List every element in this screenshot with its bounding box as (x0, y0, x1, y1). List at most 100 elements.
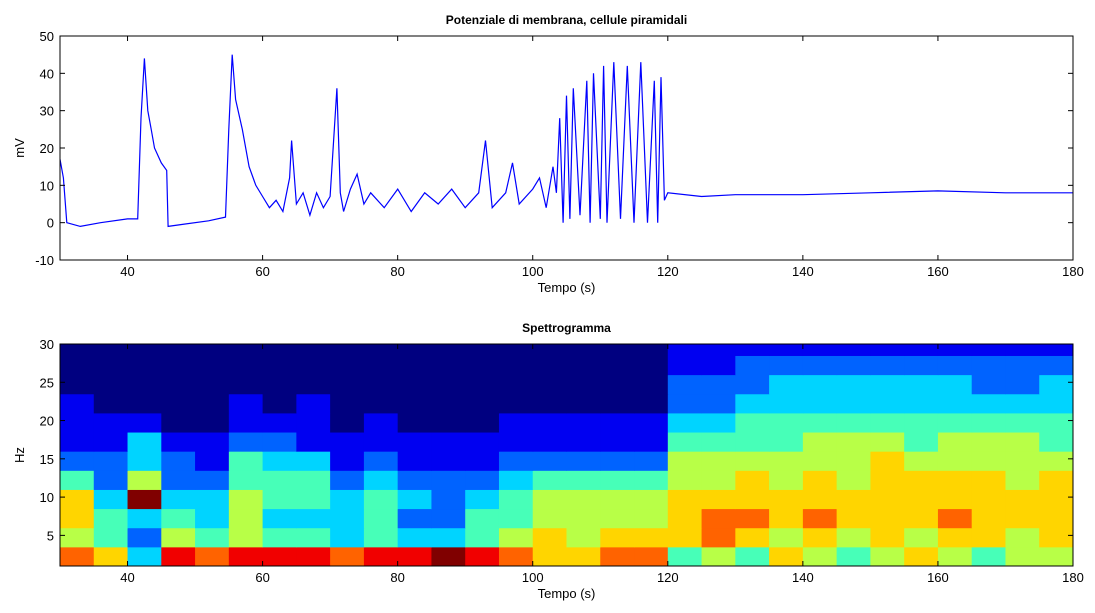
heatmap-cell (60, 432, 95, 452)
heatmap-cell (600, 412, 635, 433)
heatmap-cell (228, 527, 264, 548)
heatmap-cell (634, 451, 669, 471)
heatmap-cell (971, 355, 1006, 376)
heatmap-cell (60, 451, 95, 471)
heatmap-cell (836, 344, 871, 356)
heatmap-cell (161, 527, 196, 548)
x-tick-label: 180 (1062, 264, 1084, 279)
heatmap-cell (195, 344, 230, 356)
heatmap-cell (431, 355, 466, 376)
heatmap-cell (195, 432, 230, 452)
x-tick-label: 180 (1062, 570, 1084, 585)
heatmap-cell (836, 355, 871, 376)
heatmap-cell (701, 508, 736, 529)
heatmap-cell (1005, 393, 1040, 414)
heatmap-cell (1005, 451, 1040, 471)
heatmap-cell (498, 489, 534, 510)
heatmap-cell (870, 374, 905, 395)
heatmap-cell (296, 374, 331, 395)
y-tick-label: 15 (40, 452, 54, 467)
heatmap-cell (971, 470, 1006, 490)
heatmap-cell (600, 355, 635, 376)
heatmap-cell (330, 393, 365, 414)
heatmap-cell (195, 451, 230, 471)
heatmap-cell (363, 432, 399, 452)
y-tick-label: -10 (35, 253, 54, 268)
heatmap-cell (769, 546, 804, 566)
heatmap-cell (904, 355, 939, 376)
heatmap-cell (431, 527, 466, 548)
heatmap-cell (971, 451, 1006, 471)
heatmap-cell (566, 527, 601, 548)
heatmap-cell (498, 546, 534, 566)
heatmap-cell (667, 527, 703, 548)
heatmap-cell (127, 393, 162, 414)
heatmap-cell (296, 393, 331, 414)
heatmap-cell (161, 470, 196, 490)
heatmap-cell (330, 451, 365, 471)
heatmap-cell (634, 393, 669, 414)
heatmap-cell (1005, 489, 1040, 510)
heatmap-cell (93, 412, 129, 433)
heatmap-cell (161, 412, 196, 433)
heatmap-cell (937, 489, 973, 510)
heatmap-cell (701, 451, 736, 471)
heatmap-cell (296, 355, 331, 376)
heatmap-cell (600, 374, 635, 395)
heatmap-cell (769, 451, 804, 471)
heatmap-cell (1039, 546, 1073, 566)
heatmap-cell (93, 451, 129, 471)
heatmap-cell (870, 527, 905, 548)
heatmap-cell (262, 508, 297, 529)
heatmap-cell (363, 451, 399, 471)
heatmap-cell (296, 344, 331, 356)
heatmap-cell (769, 527, 804, 548)
heatmap-cell (330, 470, 365, 490)
heatmap-cell (600, 451, 635, 471)
heatmap-cell (397, 489, 432, 510)
heatmap-cell (465, 412, 500, 433)
x-tick-label: 80 (390, 570, 404, 585)
heatmap-cell (127, 432, 162, 452)
heatmap-cell (532, 546, 567, 566)
heatmap-cell (262, 412, 297, 433)
x-tick-label: 80 (390, 264, 404, 279)
heatmap-cell (330, 374, 365, 395)
heatmap-cell (330, 432, 365, 452)
heatmap-cell (127, 374, 162, 395)
heatmap-cell (937, 355, 973, 376)
heatmap-cell (802, 546, 838, 566)
heatmap-cell (634, 432, 669, 452)
heatmap-cell (600, 489, 635, 510)
heatmap-cell (431, 374, 466, 395)
heatmap-cell (498, 412, 534, 433)
heatmap-cell (667, 508, 703, 529)
heatmap-cell (93, 470, 129, 490)
heatmap-cell (1039, 489, 1073, 510)
heatmap-cell (1005, 432, 1040, 452)
heatmap-cell (330, 508, 365, 529)
heatmap-cell (93, 432, 129, 452)
heatmap-cell (195, 374, 230, 395)
y-tick-label: 30 (40, 337, 54, 352)
heatmap-cell (60, 393, 95, 414)
heatmap-cell (634, 508, 669, 529)
heatmap-cell (836, 451, 871, 471)
heatmap-cell (836, 489, 871, 510)
heatmap-cell (634, 546, 669, 566)
x-tick-label: 40 (120, 264, 134, 279)
heatmap-cell (296, 489, 331, 510)
plot-area (60, 54, 1073, 228)
heatmap-cell (1039, 432, 1073, 452)
heatmap-cell (600, 546, 635, 566)
heatmap-cell (701, 393, 736, 414)
heatmap-cell (262, 451, 297, 471)
y-tick-label: 40 (40, 66, 54, 81)
heatmap-cell (802, 451, 838, 471)
heatmap-cell (262, 393, 297, 414)
heatmap-cell (1005, 412, 1040, 433)
heatmap-cell (904, 451, 939, 471)
heatmap-cell (296, 527, 331, 548)
heatmap-cell (498, 451, 534, 471)
